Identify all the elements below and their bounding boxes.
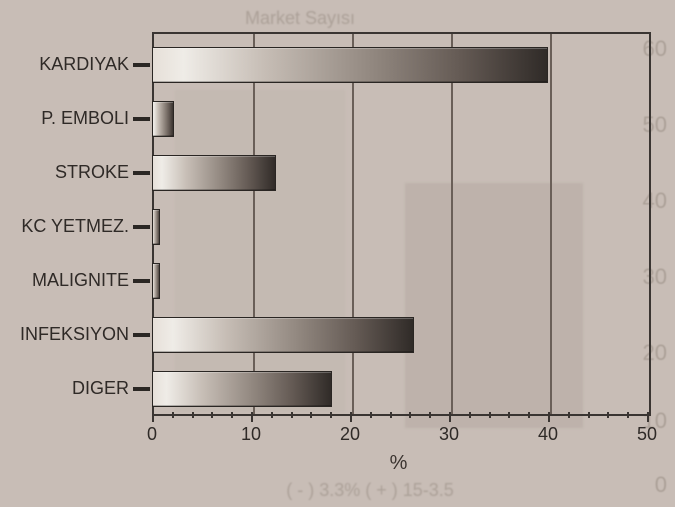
y-tick-dash (133, 279, 150, 283)
y-tick-dash (133, 63, 150, 67)
bar (152, 371, 332, 407)
x-axis-label: % (390, 452, 410, 475)
bar (152, 101, 174, 137)
x-tick (548, 412, 550, 422)
bar (152, 47, 548, 83)
y-tick-label: KARDIYAK (39, 54, 129, 75)
y-tick-dash (133, 333, 150, 337)
y-tick-label: KC YETMEZ. (21, 216, 129, 237)
x-minor-tick (607, 412, 609, 418)
x-minor-tick (627, 412, 629, 418)
x-minor-tick (508, 412, 510, 418)
gridline (451, 34, 453, 414)
gridline (253, 34, 255, 414)
x-tick (251, 412, 253, 422)
x-minor-tick (172, 412, 174, 418)
y-tick-dash (133, 117, 150, 121)
x-minor-tick (489, 412, 491, 418)
x-minor-tick (291, 412, 293, 418)
y-tick-label: STROKE (55, 162, 129, 183)
x-minor-tick (528, 412, 530, 418)
ghost-top-label: Market Sayısı (245, 8, 355, 29)
bar (152, 209, 160, 245)
gridline (550, 34, 552, 414)
chart-frame: Market Sayısı ( - ) 3.3% ( + ) 15-3.5 60… (0, 0, 675, 507)
x-minor-tick (330, 412, 332, 418)
plot-area (152, 32, 651, 416)
x-minor-tick (192, 412, 194, 418)
x-minor-tick (370, 412, 372, 418)
x-tick (350, 412, 352, 422)
y-tick-label: P. EMBOLI (41, 108, 129, 129)
x-tick (647, 412, 649, 422)
x-minor-tick (211, 412, 213, 418)
x-minor-tick (568, 412, 570, 418)
x-tick (449, 412, 451, 422)
x-tick-label: 10 (241, 424, 261, 445)
x-tick-label: 40 (538, 424, 558, 445)
x-minor-tick (409, 412, 411, 418)
x-minor-tick (588, 412, 590, 418)
x-minor-tick (469, 412, 471, 418)
bar (152, 263, 160, 299)
x-tick-label: 30 (439, 424, 459, 445)
x-minor-tick (310, 412, 312, 418)
y-tick-label: MALIGNITE (32, 270, 129, 291)
bar (152, 155, 276, 191)
x-minor-tick (390, 412, 392, 418)
x-tick-label: 20 (340, 424, 360, 445)
y-tick-label: DIGER (72, 378, 129, 399)
y-tick-dash (133, 387, 150, 391)
x-minor-tick (271, 412, 273, 418)
x-minor-tick (429, 412, 431, 418)
ghost-number: 0 (655, 472, 667, 498)
x-minor-tick (231, 412, 233, 418)
x-tick-label: 0 (147, 424, 157, 445)
y-tick-dash (133, 225, 150, 229)
y-tick-label: INFEKSIYON (20, 324, 129, 345)
bar (152, 317, 414, 353)
gridline (352, 34, 354, 414)
ghost-bottom-label: ( - ) 3.3% ( + ) 15-3.5 (286, 480, 454, 501)
y-tick-dash (133, 171, 150, 175)
x-tick-label: 50 (637, 424, 657, 445)
x-tick (152, 412, 154, 422)
